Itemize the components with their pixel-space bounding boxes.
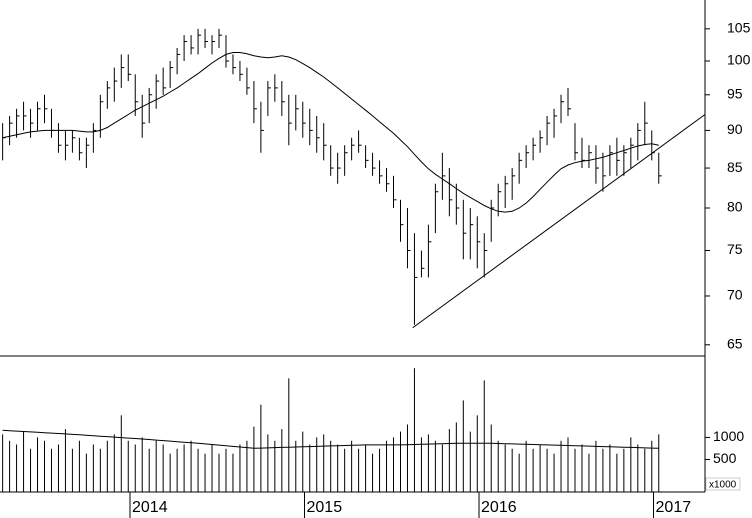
- x-tick-label: 2014: [132, 499, 168, 516]
- x-tick-label: 2017: [656, 499, 692, 516]
- y-tick-label: 80: [727, 199, 743, 215]
- volume-unit: x1000: [709, 480, 737, 491]
- y-tick-label: 75: [727, 241, 743, 257]
- y-tick-label: 105: [727, 20, 751, 36]
- unit-box: [705, 477, 741, 491]
- y-tick-label: 65: [727, 335, 743, 351]
- x-tick-label: 2015: [307, 499, 343, 516]
- volume-average: [2, 429, 659, 449]
- moving-average: [2, 52, 659, 213]
- y-tick-label: 100: [727, 52, 751, 68]
- y-tick-label: 90: [727, 121, 743, 137]
- y-tick-label: 95: [727, 85, 743, 101]
- x-tick-label: 2016: [481, 499, 517, 516]
- y-tick-label: 500: [713, 450, 737, 466]
- y-tick-label: 1000: [713, 428, 744, 444]
- trendline: [412, 114, 706, 329]
- y-tick-label: 70: [727, 287, 743, 303]
- y-tick-label: 85: [727, 159, 743, 175]
